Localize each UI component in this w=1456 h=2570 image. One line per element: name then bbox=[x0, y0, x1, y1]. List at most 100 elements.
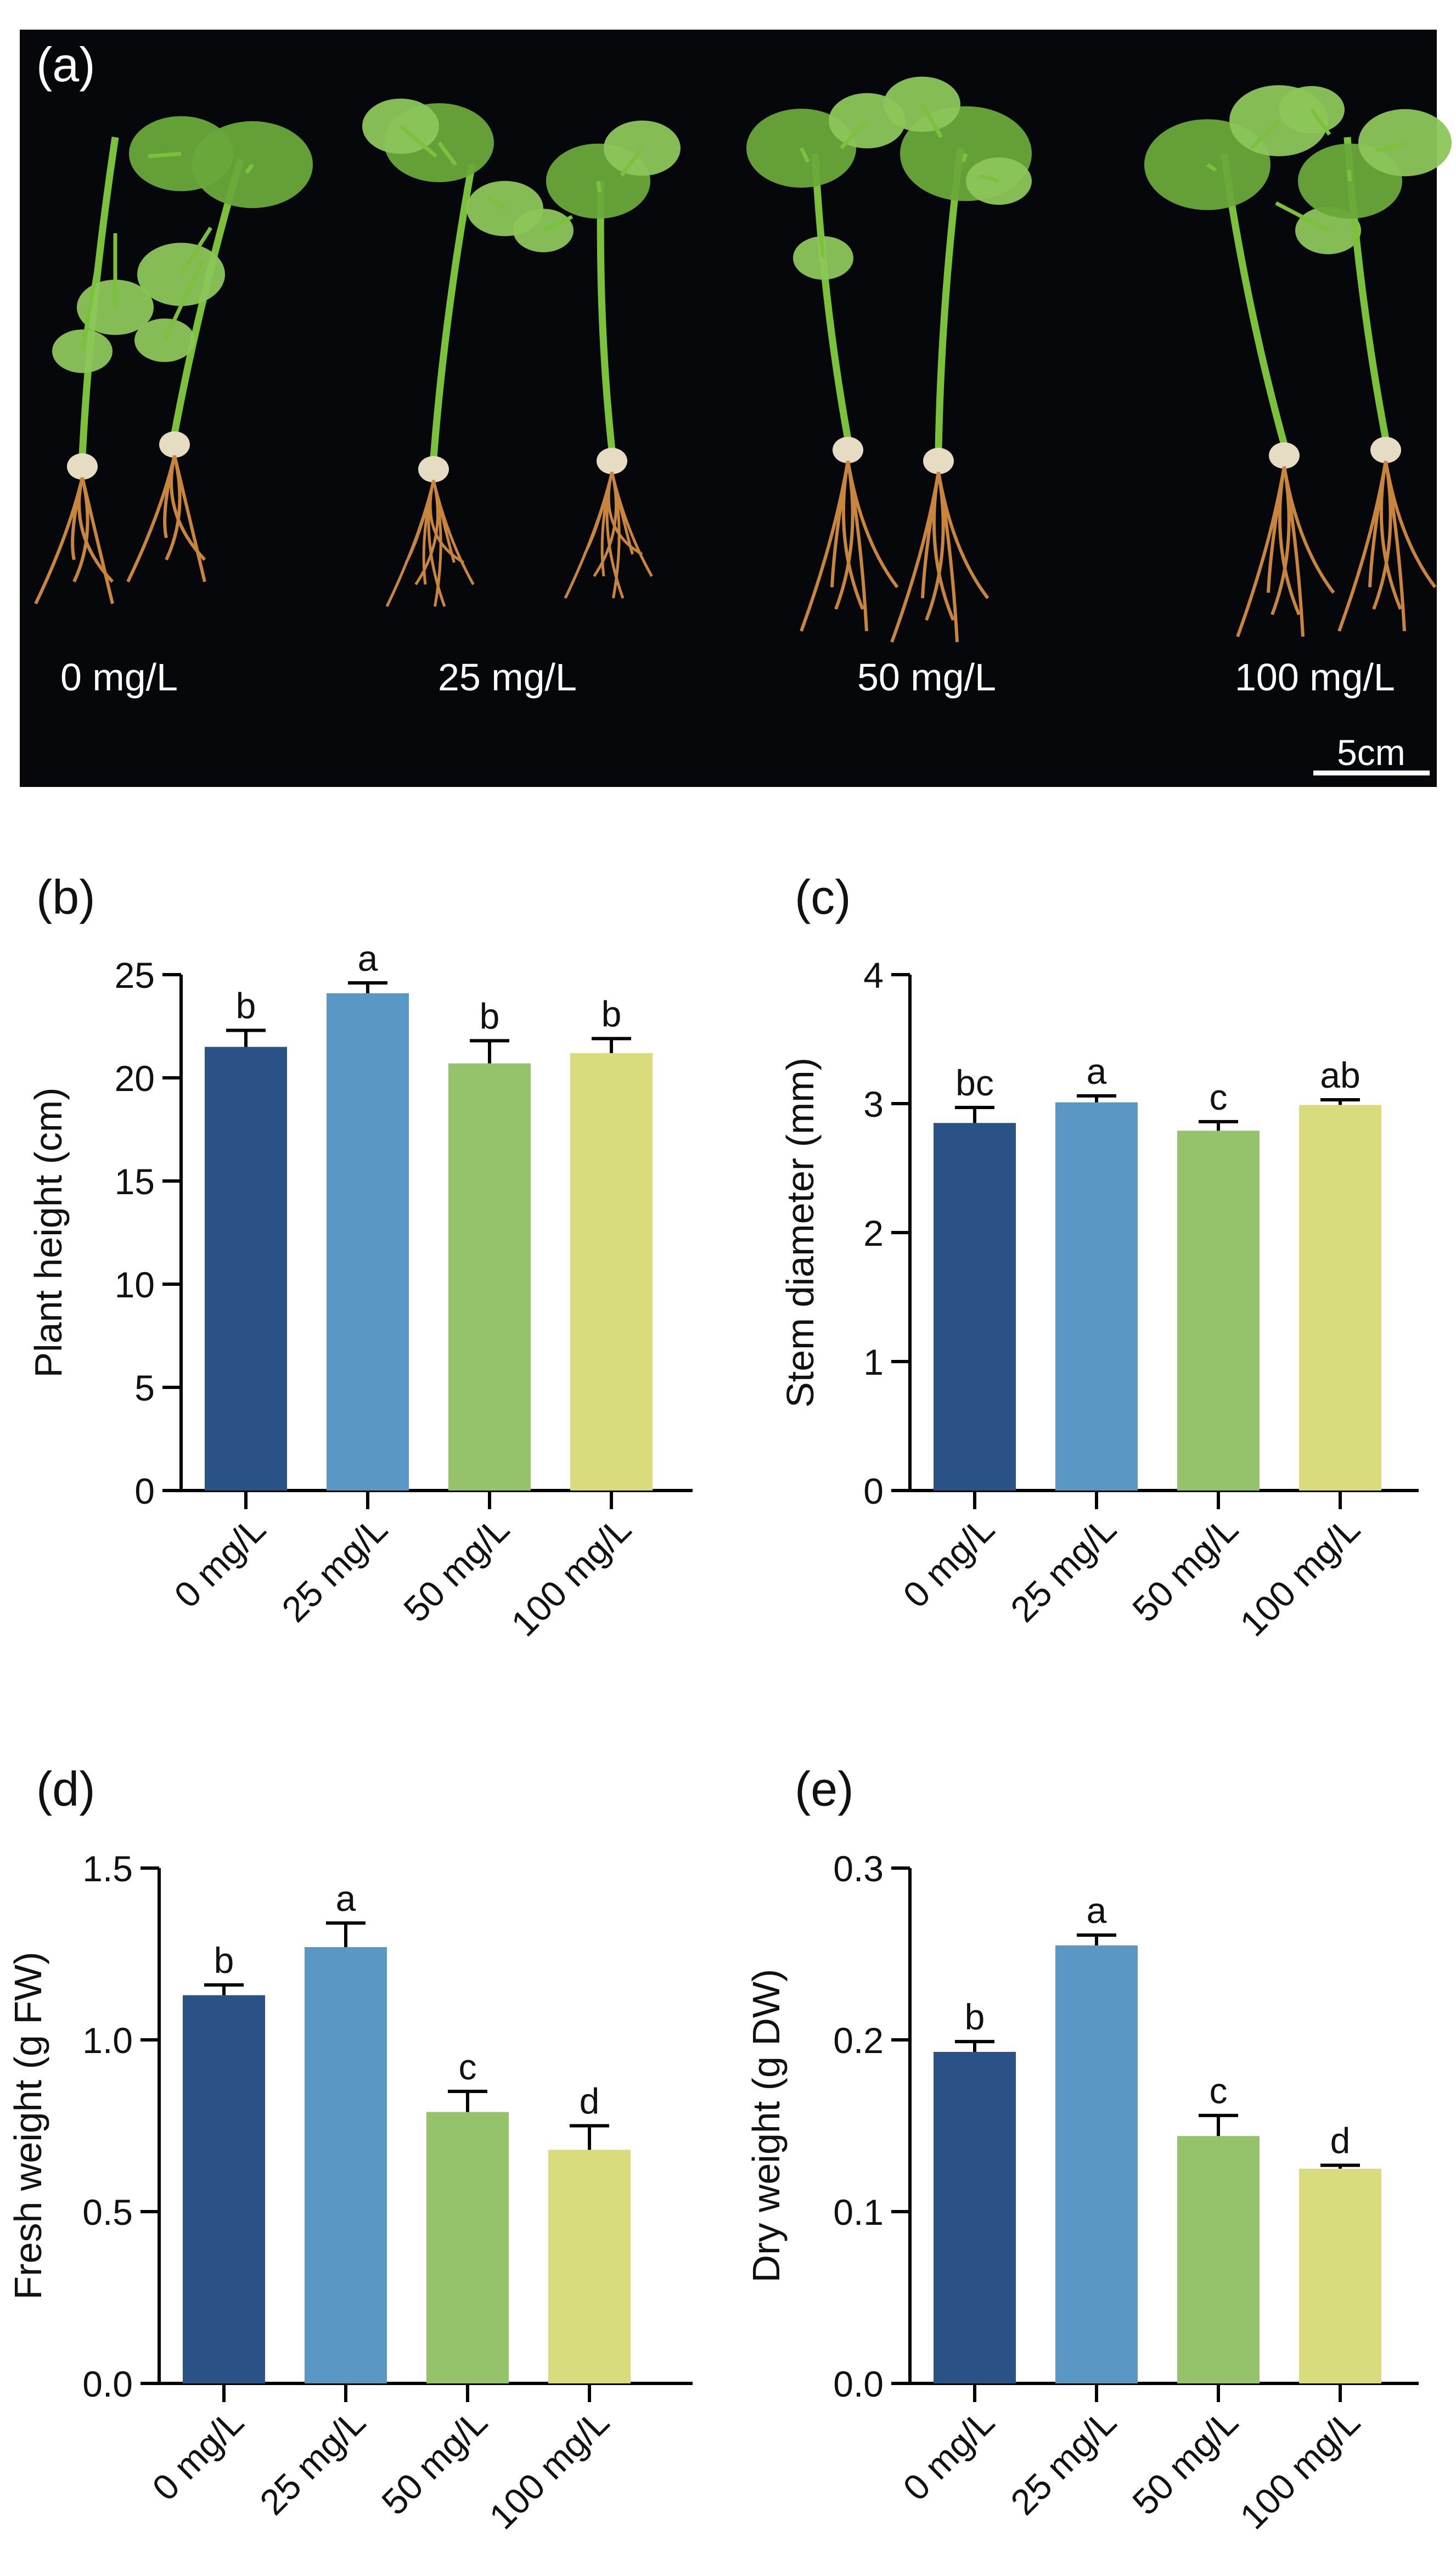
seedlings-illustration bbox=[34, 76, 1452, 643]
significance-letter: d bbox=[1330, 2120, 1351, 2161]
root-5-5 bbox=[937, 471, 990, 599]
petiole-3-2 bbox=[542, 215, 574, 233]
x-tick-label: 50 mg/L bbox=[396, 1509, 517, 1630]
scale-bar-label: 5cm bbox=[1337, 732, 1406, 773]
panel-label: (c) bbox=[795, 870, 851, 924]
panel-label: (b) bbox=[36, 870, 95, 924]
y-tick-label: 0.0 bbox=[82, 2364, 133, 2404]
bar bbox=[426, 2112, 509, 2383]
significance-letter: a bbox=[1087, 1890, 1107, 1931]
significance-letter: c bbox=[1210, 2071, 1228, 2111]
x-tick-label: 100 mg/L bbox=[481, 2402, 617, 2537]
significance-letter: b bbox=[965, 1997, 985, 2037]
y-tick-label: 1 bbox=[863, 1342, 884, 1382]
significance-letter: d bbox=[580, 2081, 600, 2122]
petiole-6-2 bbox=[1275, 201, 1329, 233]
seed-3 bbox=[597, 448, 627, 474]
petiole-0-2 bbox=[80, 255, 101, 352]
x-tick-label: 100 mg/L bbox=[503, 1509, 639, 1644]
x-tick-label: 25 mg/L bbox=[1003, 1509, 1124, 1630]
y-tick-label: 0.5 bbox=[82, 2192, 133, 2232]
y-tick-label: 0 bbox=[134, 1471, 155, 1511]
x-tick-label: 100 mg/L bbox=[1232, 2402, 1368, 2537]
petiole-4-2 bbox=[817, 216, 825, 258]
y-tick-label: 20 bbox=[115, 1058, 155, 1099]
x-tick-label: 25 mg/L bbox=[1003, 2402, 1124, 2523]
significance-letter: ab bbox=[1320, 1055, 1360, 1095]
seed-1 bbox=[159, 431, 190, 458]
seed-6 bbox=[1269, 442, 1300, 469]
y-axis-title: Plant height (cm) bbox=[27, 1087, 70, 1377]
seed-0 bbox=[67, 453, 98, 480]
bar bbox=[934, 2051, 1016, 2383]
root-3-7 bbox=[610, 471, 653, 577]
y-tick-label: 10 bbox=[115, 1264, 155, 1305]
petiole-5-1 bbox=[920, 103, 943, 138]
bar bbox=[305, 1947, 387, 2383]
x-tick-label: 50 mg/L bbox=[1125, 2402, 1246, 2523]
significance-letter: c bbox=[459, 2046, 477, 2087]
y-axis-title: Dry weight (g DW) bbox=[745, 1969, 788, 2283]
x-tick-label: 50 mg/L bbox=[374, 2402, 495, 2523]
y-tick-label: 1.5 bbox=[82, 1848, 133, 1889]
y-tick-label: 3 bbox=[863, 1084, 884, 1124]
root-1-3 bbox=[173, 455, 206, 582]
y-tick-label: 2 bbox=[863, 1213, 884, 1253]
root-4-5 bbox=[846, 460, 899, 588]
photo-label-50mg: 50 mg/L bbox=[857, 656, 996, 699]
petiole-2-0 bbox=[437, 141, 457, 166]
y-tick-label: 0 bbox=[863, 1471, 884, 1511]
petiole-2-1 bbox=[487, 196, 506, 210]
bar bbox=[1177, 1131, 1260, 1491]
x-tick-label: 0 mg/L bbox=[144, 2402, 251, 2509]
petiole-3-1 bbox=[620, 147, 644, 177]
y-axis-title: Stem diameter (mm) bbox=[779, 1058, 822, 1408]
bar bbox=[1177, 2136, 1260, 2383]
significance-letter: a bbox=[358, 938, 378, 978]
bar bbox=[1299, 1105, 1381, 1491]
chart-plant-height: (b) 0 5 10 15 20 25 Plant height (cm) b 0 mg/L a 25… bbox=[27, 870, 693, 1644]
stem-4 bbox=[811, 153, 852, 440]
photo-label-25mg: 25 mg/L bbox=[438, 656, 577, 699]
petiole-5-0 bbox=[961, 153, 968, 163]
bar bbox=[548, 2150, 631, 2383]
seed-2 bbox=[418, 456, 449, 482]
seed-7 bbox=[1370, 437, 1401, 463]
root-0-4 bbox=[77, 477, 114, 583]
y-tick-label: 0.2 bbox=[833, 2020, 884, 2061]
root-5-4 bbox=[932, 471, 955, 621]
bar bbox=[327, 993, 409, 1491]
x-tick-label: 25 mg/L bbox=[252, 2402, 373, 2523]
bar bbox=[448, 1063, 531, 1491]
root-6-4 bbox=[1278, 466, 1301, 616]
root-2-7 bbox=[432, 480, 475, 586]
bar bbox=[1055, 1102, 1138, 1491]
x-tick-label: 0 mg/L bbox=[895, 2402, 1002, 2509]
y-axis-title: Fresh weight (g FW) bbox=[7, 1952, 49, 2300]
y-tick-label: 0.1 bbox=[833, 2192, 884, 2232]
y-tick-label: 0.3 bbox=[833, 1848, 884, 1889]
petiole-6-0 bbox=[1206, 163, 1217, 172]
root-7-4 bbox=[1379, 460, 1402, 610]
stem-2 bbox=[430, 164, 476, 459]
petiole-7-1 bbox=[1375, 140, 1406, 153]
petiole-6-1 bbox=[1250, 119, 1280, 150]
petiole-4-0 bbox=[799, 147, 810, 163]
petiole-3-0 bbox=[596, 181, 601, 193]
petiole-7-2 bbox=[1310, 108, 1331, 136]
panel-label: (e) bbox=[795, 1762, 854, 1816]
scale-bar bbox=[1313, 771, 1430, 775]
petiole-7-0 bbox=[1347, 170, 1352, 182]
y-tick-label: 5 bbox=[134, 1368, 155, 1408]
root-1-4 bbox=[170, 455, 206, 561]
petiole-1-0 bbox=[245, 163, 254, 175]
petiole-2-2 bbox=[399, 125, 438, 158]
petiole-1-2 bbox=[162, 260, 205, 341]
y-tick-label: 0.0 bbox=[833, 2364, 884, 2404]
bar bbox=[183, 1995, 265, 2383]
petiole-0-0 bbox=[148, 151, 182, 159]
significance-letter: b bbox=[214, 1940, 234, 1981]
seed-4 bbox=[833, 437, 863, 463]
seed-5 bbox=[923, 448, 954, 474]
